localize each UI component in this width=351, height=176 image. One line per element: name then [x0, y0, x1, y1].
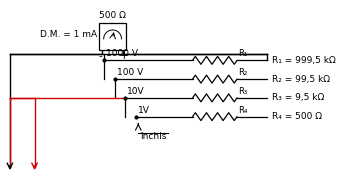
- Text: 1000 V: 1000 V: [106, 49, 138, 58]
- Text: R₂ = 99,5 kΩ: R₂ = 99,5 kΩ: [272, 75, 330, 84]
- Text: R₁: R₁: [238, 49, 247, 58]
- Text: 100 V: 100 V: [117, 68, 143, 77]
- Text: D.M. = 1 mA: D.M. = 1 mA: [40, 30, 97, 39]
- FancyBboxPatch shape: [99, 23, 126, 51]
- Text: +: +: [120, 51, 129, 61]
- Text: R₃ = 9,5 kΩ: R₃ = 9,5 kΩ: [272, 93, 324, 102]
- Text: R₃: R₃: [238, 87, 247, 96]
- Text: 10V: 10V: [127, 87, 145, 96]
- Text: R₂: R₂: [238, 68, 247, 77]
- Text: 500 Ω: 500 Ω: [99, 11, 126, 20]
- Text: R₄ = 500 Ω: R₄ = 500 Ω: [272, 112, 322, 121]
- Text: R₁ = 999,5 kΩ: R₁ = 999,5 kΩ: [272, 56, 335, 65]
- Text: R₄: R₄: [238, 106, 247, 115]
- Text: închis: închis: [140, 133, 167, 142]
- Text: 1V: 1V: [138, 106, 150, 115]
- Text: -: -: [99, 51, 102, 61]
